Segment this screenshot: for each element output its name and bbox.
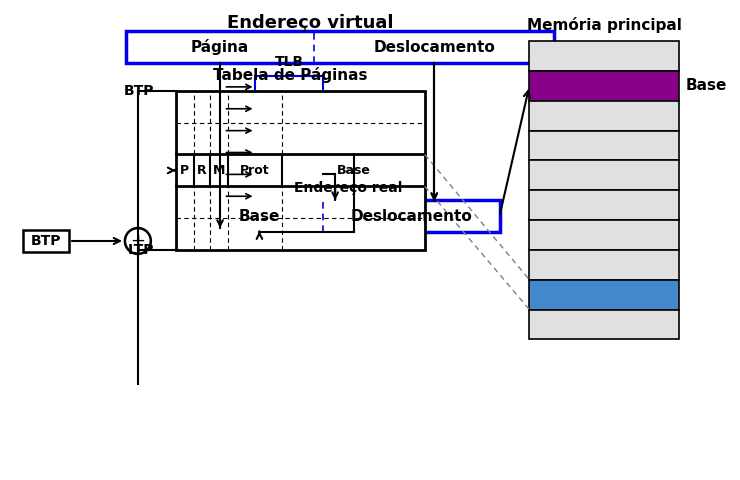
Bar: [529, 160, 679, 190]
Text: BTP: BTP: [31, 234, 61, 248]
Bar: [529, 220, 679, 250]
Text: Deslocamento: Deslocamento: [374, 40, 495, 55]
Text: Tabela de Páginas: Tabela de Páginas: [213, 67, 368, 83]
Bar: [255, 76, 323, 98]
Bar: [175, 91, 425, 250]
Bar: [529, 190, 679, 220]
Bar: [529, 250, 679, 280]
Bar: [529, 101, 679, 131]
Bar: [255, 164, 323, 185]
Text: Base: Base: [686, 78, 727, 94]
Bar: [126, 31, 554, 63]
Text: Endereço real: Endereço real: [294, 181, 403, 195]
Text: +: +: [130, 232, 145, 250]
Text: LTP: LTP: [127, 243, 154, 257]
Bar: [255, 185, 323, 207]
Bar: [195, 200, 500, 232]
Text: Base: Base: [239, 209, 280, 224]
Bar: [255, 98, 323, 120]
Bar: [255, 142, 323, 164]
Bar: [23, 230, 69, 252]
Text: Memória principal: Memória principal: [527, 17, 682, 33]
Bar: [529, 280, 679, 310]
Text: Deslocamento: Deslocamento: [351, 209, 472, 224]
Bar: [529, 310, 679, 339]
Text: TLB: TLB: [275, 55, 304, 69]
Text: P: P: [180, 164, 189, 177]
Bar: [529, 131, 679, 160]
Bar: [255, 120, 323, 142]
Text: Base: Base: [337, 164, 371, 177]
Text: BTP: BTP: [124, 84, 154, 98]
Text: Endereço virtual: Endereço virtual: [227, 14, 394, 32]
Text: Prot: Prot: [240, 164, 270, 177]
Bar: [529, 71, 679, 101]
Text: M: M: [212, 164, 225, 177]
Text: Página: Página: [191, 39, 249, 55]
Bar: [529, 41, 679, 71]
Text: R: R: [197, 164, 206, 177]
